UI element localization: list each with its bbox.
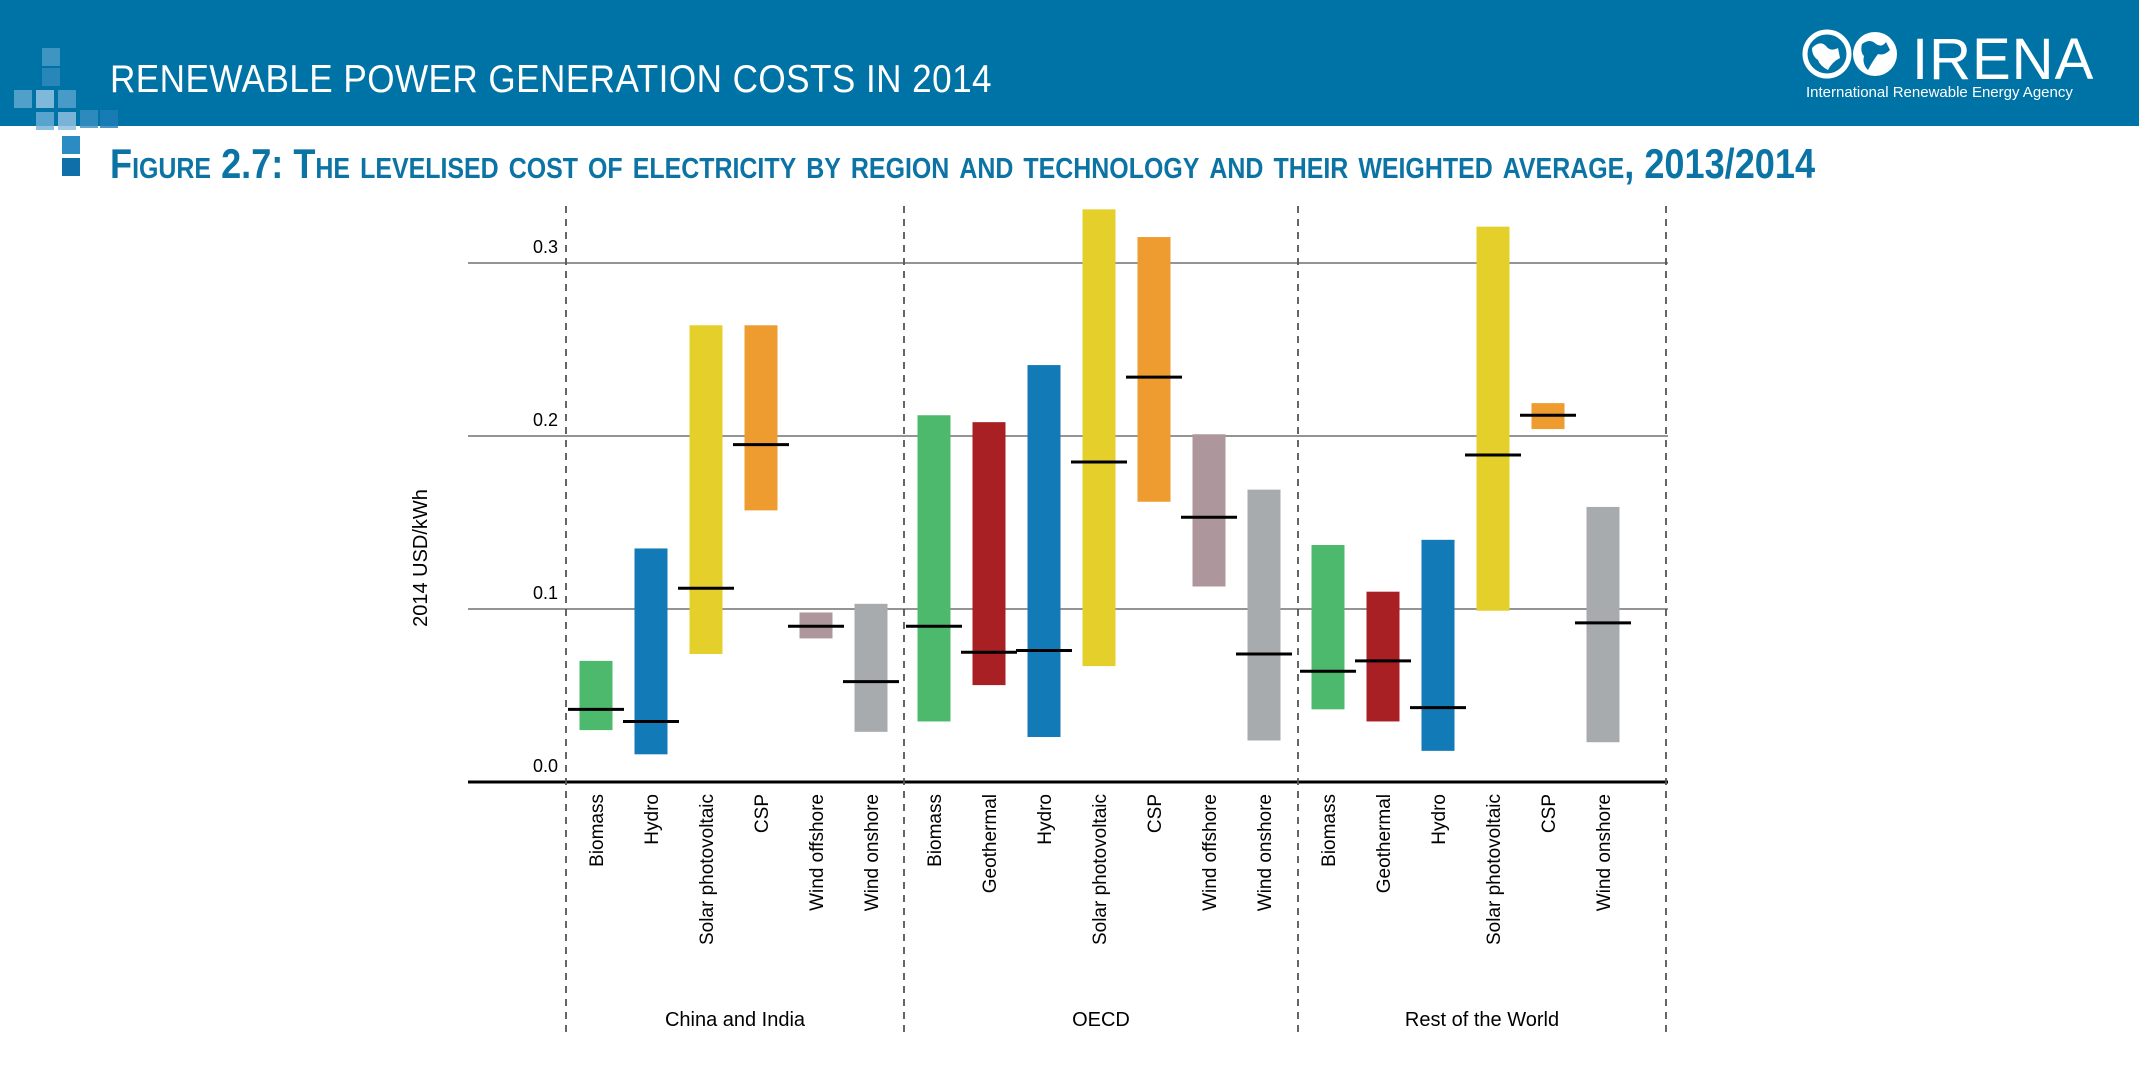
range-bar <box>1027 365 1061 738</box>
bars-layer <box>568 209 1631 755</box>
category-label: Geothermal <box>980 794 1001 893</box>
banner-title: RENEWABLE POWER GENERATION COSTS IN 2014 <box>110 58 993 101</box>
range-bar <box>1476 226 1510 611</box>
range-bar <box>1366 591 1400 722</box>
category-label: CSP <box>1145 794 1166 833</box>
figure-title: Figure 2.7: The levelised cost of electr… <box>110 140 1816 187</box>
category-label: Wind onshore <box>862 794 883 911</box>
category-label: Biomass <box>1319 794 1340 867</box>
labels-layer: 0.0 0.1 0.2 0.3 2014 USD/kWh Biomass Hydro Sola… <box>410 237 1615 1031</box>
y-tick-label: 0.2 <box>533 410 558 430</box>
category-label: Solar photovoltaic <box>1484 794 1505 945</box>
range-bar <box>854 603 888 732</box>
category-label: Wind offshore <box>1200 794 1221 911</box>
range-bar <box>634 548 668 755</box>
category-label: Biomass <box>925 794 946 867</box>
category-label: Hydro <box>1035 794 1056 845</box>
grid-layer <box>468 206 1668 1034</box>
category-label: Solar photovoltaic <box>697 794 718 945</box>
decorative-squares-icon <box>14 48 118 176</box>
category-label: Solar photovoltaic <box>1090 794 1111 945</box>
group-label: China and India <box>665 1009 806 1031</box>
y-tick-label: 0.0 <box>533 756 558 776</box>
range-bar <box>1311 544 1345 710</box>
range-bar <box>1586 506 1620 743</box>
range-bar <box>1421 539 1455 751</box>
irena-logo: IRENA International Renewable Energy Age… <box>1800 24 2093 106</box>
range-bar <box>972 422 1006 686</box>
category-label: Hydro <box>1429 794 1450 845</box>
category-label: Wind onshore <box>1255 794 1276 911</box>
category-label: CSP <box>1539 794 1560 833</box>
range-bar <box>917 415 951 722</box>
y-tick-label: 0.3 <box>533 237 558 257</box>
y-axis-label: 2014 USD/kWh <box>410 489 432 627</box>
category-label: Wind onshore <box>1594 794 1615 911</box>
category-label: Hydro <box>642 794 663 845</box>
category-label: Biomass <box>587 794 608 867</box>
range-bar <box>1137 237 1171 502</box>
y-tick-label: 0.1 <box>533 583 558 603</box>
header-banner: RENEWABLE POWER GENERATION COSTS IN 2014… <box>0 0 2139 176</box>
range-bar <box>579 660 613 731</box>
category-label: Geothermal <box>1374 794 1395 893</box>
category-label: CSP <box>752 794 773 833</box>
range-bar <box>1082 209 1116 667</box>
range-bar <box>689 325 723 654</box>
range-bar <box>744 325 778 511</box>
category-label: Wind offshore <box>807 794 828 911</box>
group-label: Rest of the World <box>1405 1009 1559 1031</box>
range-bar <box>1192 434 1226 587</box>
group-label: OECD <box>1072 1009 1130 1031</box>
logo-wordmark: IRENA <box>1912 27 2095 92</box>
range-bar <box>1247 489 1281 741</box>
globe-logo-icon <box>1802 29 1897 79</box>
logo-subtitle: International Renewable Energy Agency <box>1806 84 2073 101</box>
